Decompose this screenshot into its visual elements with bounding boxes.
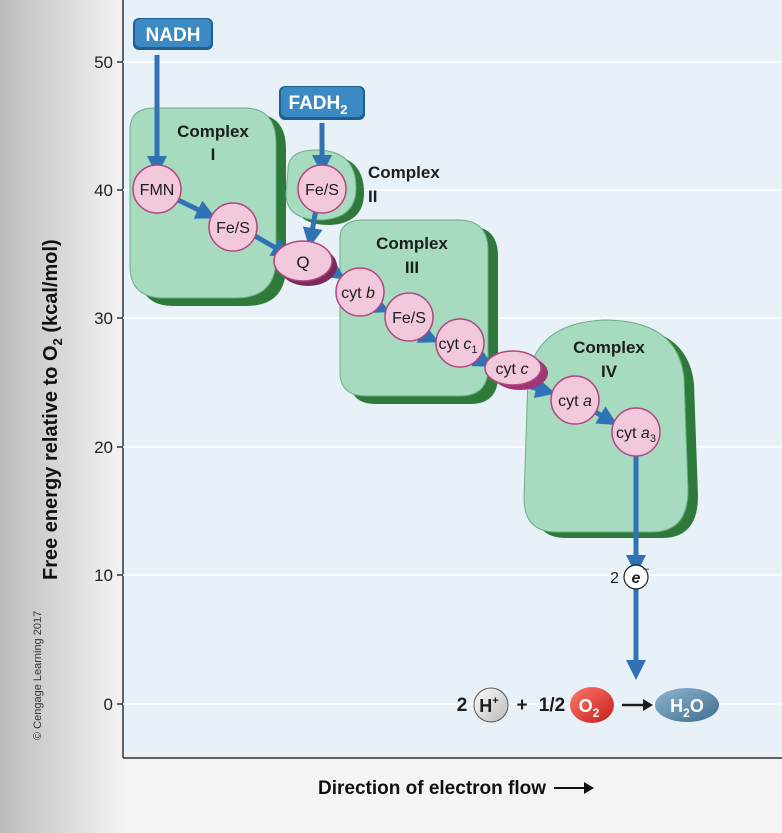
- svg-text:cyt a3: cyt a3: [616, 425, 656, 445]
- carrier-cyta3: cyt a3: [611, 407, 661, 457]
- svg-text:1/2: 1/2: [539, 695, 565, 716]
- svg-text:Fe/S: Fe/S: [392, 310, 426, 327]
- complex-3-label-line1: Complex: [376, 234, 448, 253]
- nadh-label: NADH: [133, 18, 213, 50]
- svg-text:Fe/S: Fe/S: [216, 220, 250, 237]
- carrier-fmn: FMN: [132, 164, 182, 214]
- complex-2-label-line1: Complex: [368, 163, 440, 182]
- carrier-cytc1: cyt c1: [435, 318, 485, 368]
- svg-text:–: –: [643, 563, 650, 575]
- carrier-cyta: cyt a: [550, 375, 600, 425]
- complex-3-label-line2: III: [405, 258, 419, 277]
- complex-4-label-line2: IV: [601, 362, 618, 381]
- svg-text:FADH2: FADH2: [289, 93, 348, 117]
- arrow-fmn-to-fes: [176, 197, 217, 219]
- fadh2-label: FADH2: [279, 86, 365, 120]
- reaction-arrow-icon: [622, 699, 653, 711]
- x-axis-title: Direction of electron flow: [318, 778, 595, 800]
- electrons-label: 2 e –: [610, 563, 650, 590]
- svg-text:O2: O2: [579, 696, 600, 720]
- y-tick-30: 30: [94, 309, 113, 328]
- direction-arrow-icon: [554, 782, 595, 794]
- carrier-cytb: cyt b: [335, 267, 385, 317]
- tick-marks: [117, 61, 123, 705]
- y-tick-40: 40: [94, 181, 113, 200]
- svg-text:cyt a: cyt a: [558, 393, 592, 410]
- proton-icon: H+: [473, 687, 509, 723]
- carrier-fes-complex3: Fe/S: [384, 292, 434, 342]
- carrier-q: Q: [273, 240, 337, 286]
- complex-4: Complex IV: [523, 319, 698, 538]
- y-tick-0: 0: [104, 695, 113, 714]
- y-tick-10: 10: [94, 566, 113, 585]
- svg-text:FMN: FMN: [140, 182, 175, 199]
- y-tick-50: 50: [94, 53, 113, 72]
- bottom-margin-band: [122, 758, 782, 833]
- left-margin-band: [0, 0, 122, 833]
- complex-1-label-line2: I: [211, 145, 216, 164]
- svg-text:e: e: [632, 570, 641, 587]
- svg-text:Fe/S: Fe/S: [305, 182, 339, 199]
- svg-text:H2O: H2O: [670, 696, 704, 720]
- svg-text:+: +: [516, 695, 527, 716]
- carrier-fes-complex2: Fe/S: [297, 164, 347, 214]
- complex-1-label-line1: Complex: [177, 122, 249, 141]
- water-icon: H2O: [655, 688, 719, 722]
- complex-2-label-line2: II: [368, 187, 377, 206]
- carrier-fes-complex1: Fe/S: [208, 202, 258, 252]
- water-reaction: 2 H+ + 1/2 O2 H2O: [457, 687, 719, 723]
- svg-text:cyt b: cyt b: [341, 285, 375, 302]
- svg-text:2: 2: [610, 570, 619, 587]
- svg-text:2: 2: [457, 695, 468, 716]
- complex-4-label-line1: Complex: [573, 338, 645, 357]
- svg-text:NADH: NADH: [146, 25, 201, 46]
- carrier-cytc: cyt c: [484, 350, 548, 390]
- svg-text:cyt c: cyt c: [496, 361, 529, 378]
- svg-text:cyt c1: cyt c1: [438, 336, 477, 356]
- y-tick-20: 20: [94, 438, 113, 457]
- svg-text:H+: H+: [479, 695, 498, 716]
- copyright-notice: © Cengage Learning 2017: [32, 610, 44, 740]
- y-tick-labels: 0 10 20 30 40 50: [94, 53, 113, 714]
- svg-text:Q: Q: [296, 253, 309, 272]
- y-axis-title: Free energy relative to O2 (kcal/mol): [40, 239, 65, 580]
- oxygen-icon: O2: [570, 687, 614, 723]
